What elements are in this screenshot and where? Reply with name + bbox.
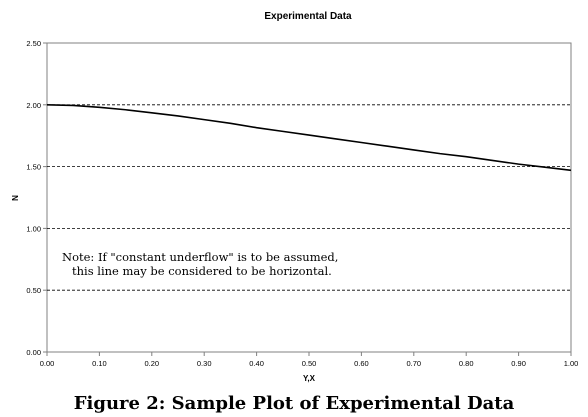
x-tick-label: 0.00	[40, 359, 55, 368]
y-axis-label: N	[11, 195, 20, 201]
x-tick-label: 0.90	[511, 359, 526, 368]
x-tick-label: 0.80	[459, 359, 474, 368]
y-tick-label: 1.00	[26, 224, 41, 233]
y-tick-label: 0.00	[26, 348, 41, 357]
grid-lines	[47, 104, 571, 291]
x-tick-label: 0.40	[249, 359, 264, 368]
note-line-2: this line may be considered to be horizo…	[72, 264, 332, 278]
note-line-1: Note: If "constant underflow" is to be a…	[62, 250, 338, 264]
x-tick-label: 0.60	[354, 359, 369, 368]
y-axis-ticks: 0.00 0.50 1.00 1.50 2.00 2.50	[26, 39, 47, 357]
series-line-0	[46, 104, 572, 172]
series-layer	[46, 104, 572, 172]
x-tick-label: 0.10	[92, 359, 107, 368]
x-tick-label: 0.30	[197, 359, 212, 368]
x-tick-label: 0.70	[406, 359, 421, 368]
plot-area-frame	[46, 42, 572, 353]
x-axis-label: Y,X	[303, 374, 316, 383]
x-axis-ticks: 0.00 0.10 0.20 0.30 0.40 0.50 0.60 0.70 0.80 0.90…	[40, 352, 579, 368]
x-tick-label: 0.50	[302, 359, 317, 368]
y-tick-label: 1.50	[26, 163, 41, 172]
y-tick-label: 0.50	[26, 286, 41, 295]
y-tick-label: 2.00	[26, 101, 41, 110]
chart-title: Experimental Data	[264, 11, 352, 22]
x-tick-label: 0.20	[144, 359, 159, 368]
x-tick-label: 1.00	[564, 359, 579, 368]
figure-caption: Figure 2: Sample Plot of Experimental Da…	[74, 393, 515, 414]
y-tick-label: 2.50	[26, 39, 41, 48]
